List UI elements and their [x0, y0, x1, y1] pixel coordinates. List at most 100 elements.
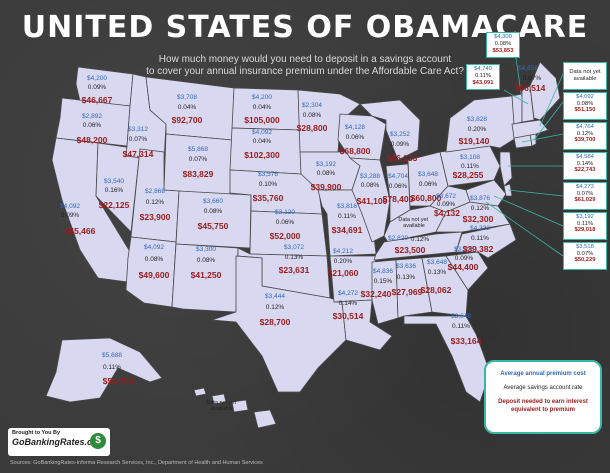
- ga-deposit: $28,062: [421, 285, 452, 295]
- label-ut: $2,868 0.12% $23,900: [140, 188, 171, 222]
- nd-cost: $4,200: [252, 94, 272, 101]
- nj-cost: $4,584: [576, 154, 594, 160]
- pa-cost: $3,108: [460, 154, 480, 161]
- label-ok: $3,072 0.13% $23,631: [279, 244, 310, 275]
- legend-rate-label: Average savings account rate: [503, 385, 583, 391]
- mn-cost: $2,304: [302, 102, 322, 109]
- me-deposit: $66,514: [515, 83, 546, 93]
- ct-rate: 0.12%: [576, 130, 594, 137]
- mt-cost: $3,708: [177, 94, 197, 101]
- nh-deposit: $43,091: [472, 80, 494, 86]
- wa-rate: 0.09%: [88, 84, 107, 91]
- in-deposit: $78,400: [383, 194, 414, 204]
- la-cost: $4,272: [338, 290, 358, 297]
- label-il: $3,288 0.08% $41,100: [357, 173, 388, 206]
- callout-connectors: [485, 57, 564, 257]
- co-rate: 0.08%: [204, 208, 223, 215]
- nv-cost: $3,540: [104, 178, 124, 185]
- label-mi: $3,252 0.09% $36,133: [387, 131, 418, 163]
- state-fl: [403, 315, 491, 403]
- mi-deposit: $36,133: [387, 153, 418, 163]
- nd-deposit: $105,000: [244, 115, 280, 125]
- nm-deposit: $41,250: [191, 270, 222, 280]
- label-nc: $4,332 0.11% $39,382: [463, 225, 494, 254]
- va-rate: 0.12%: [471, 205, 490, 212]
- callout-ri: $4,092 0.08% $51,150: [563, 92, 607, 120]
- ut-cost: $2,868: [145, 188, 165, 195]
- ga-rate: 0.13%: [428, 269, 447, 276]
- va-cost: $3,876: [470, 195, 490, 202]
- ne-deposit: $35,760: [253, 193, 284, 203]
- tn-rate: 0.12%: [411, 236, 430, 243]
- mo-deposit: $34,691: [332, 225, 363, 235]
- state-nv: [95, 142, 141, 233]
- state-ms: [371, 259, 399, 325]
- state-nm: [171, 243, 239, 313]
- wy-rate: 0.07%: [189, 156, 208, 163]
- ms-cost: $4,836: [373, 268, 393, 275]
- callout-md: $3,192 0.11% $29,018: [563, 212, 607, 240]
- ny-rate: 0.20%: [468, 126, 487, 133]
- tx-rate: 0.12%: [266, 304, 285, 311]
- ok-cost: $3,072: [284, 244, 304, 251]
- label-or: $2,892 0.06% $48,200: [77, 113, 108, 145]
- mn-rate: 0.08%: [303, 112, 322, 119]
- label-nm: $3,300 0.08% $41,250: [191, 246, 222, 280]
- ct-deposit: $39,700: [574, 137, 596, 144]
- ak-deposit: $51,709: [103, 376, 134, 386]
- or-rate: 0.06%: [83, 122, 102, 129]
- state-ak: [45, 337, 163, 403]
- fl-rate: 0.11%: [452, 323, 470, 330]
- label-tn: $2,820 0.12% $23,500: [388, 235, 429, 255]
- state-me: [529, 61, 561, 121]
- wi-deposit: $68,800: [340, 146, 371, 156]
- ar-rate: 0.20%: [334, 258, 353, 265]
- co-cost: $3,660: [203, 198, 223, 205]
- nv-rate: 0.16%: [105, 187, 124, 194]
- label-va: $3,876 0.12% $32,300: [463, 195, 494, 224]
- ne-rate: 0.10%: [259, 181, 278, 188]
- label-pa: $3,108 0.11% $28,255: [453, 154, 484, 180]
- nc-cost: $4,332: [470, 225, 490, 232]
- label-ne: $3,576 0.10% $35,760: [253, 171, 284, 203]
- state-wy: [163, 133, 233, 196]
- fl-cost: $3,648: [451, 313, 471, 320]
- az-cost: $4,092: [144, 244, 164, 251]
- ny-cost: $3,828: [467, 116, 487, 123]
- brand-name: GoBankingRates.com: [12, 437, 106, 447]
- pa-rate: 0.11%: [461, 163, 479, 170]
- callout-nh: $4,740 0.11% $43,091: [466, 64, 500, 90]
- ky-not-available-line-1: Data not yet: [398, 217, 428, 223]
- ok-deposit: $23,631: [279, 265, 310, 275]
- ia-rate: 0.08%: [317, 170, 336, 177]
- co-deposit: $45,750: [198, 221, 229, 231]
- label-ky: Data not yet available: [398, 217, 429, 229]
- ar-deposit: $21,060: [328, 268, 359, 278]
- label-al: $3,636 0.13% $27,969: [392, 263, 423, 297]
- me-rate: 0.07%: [523, 75, 542, 82]
- ct-cost: $4,764: [576, 124, 594, 130]
- callout-de: $4,273 0.07% $61,029: [563, 182, 607, 210]
- me-cost: $4,656: [518, 65, 538, 72]
- dc-deposit: $50,229: [574, 257, 596, 264]
- label-fl: $3,648 0.11% $33,164: [451, 313, 482, 346]
- subtitle-line-2: to cover your annual insurance premium u…: [146, 66, 464, 77]
- wa-cost: $4,200: [87, 75, 107, 82]
- brand-brought-by: Brought to You By: [12, 430, 61, 436]
- label-ia: $3,192 0.08% $39,900: [311, 161, 342, 192]
- label-id: $3,312 0.07% $47,314: [123, 126, 154, 159]
- state-tx: [211, 255, 347, 393]
- label-in: $4,704 0.06% $78,400: [383, 173, 414, 204]
- state-nj: [499, 151, 513, 187]
- wv-cost: $3,672: [436, 193, 456, 200]
- dc-cost: $3,518: [576, 244, 594, 250]
- sd-cost: $4,092: [252, 129, 272, 136]
- mt-rate: 0.04%: [178, 104, 197, 111]
- label-mo: $3,816 0.11% $34,691: [332, 203, 363, 235]
- ri-cost: $4,092: [576, 94, 594, 100]
- id-rate: 0.07%: [129, 136, 148, 143]
- ky-not-available: Data not yet available: [398, 217, 429, 229]
- az-deposit: $49,600: [139, 270, 170, 280]
- ma-not-available: Data not yet available: [569, 69, 601, 82]
